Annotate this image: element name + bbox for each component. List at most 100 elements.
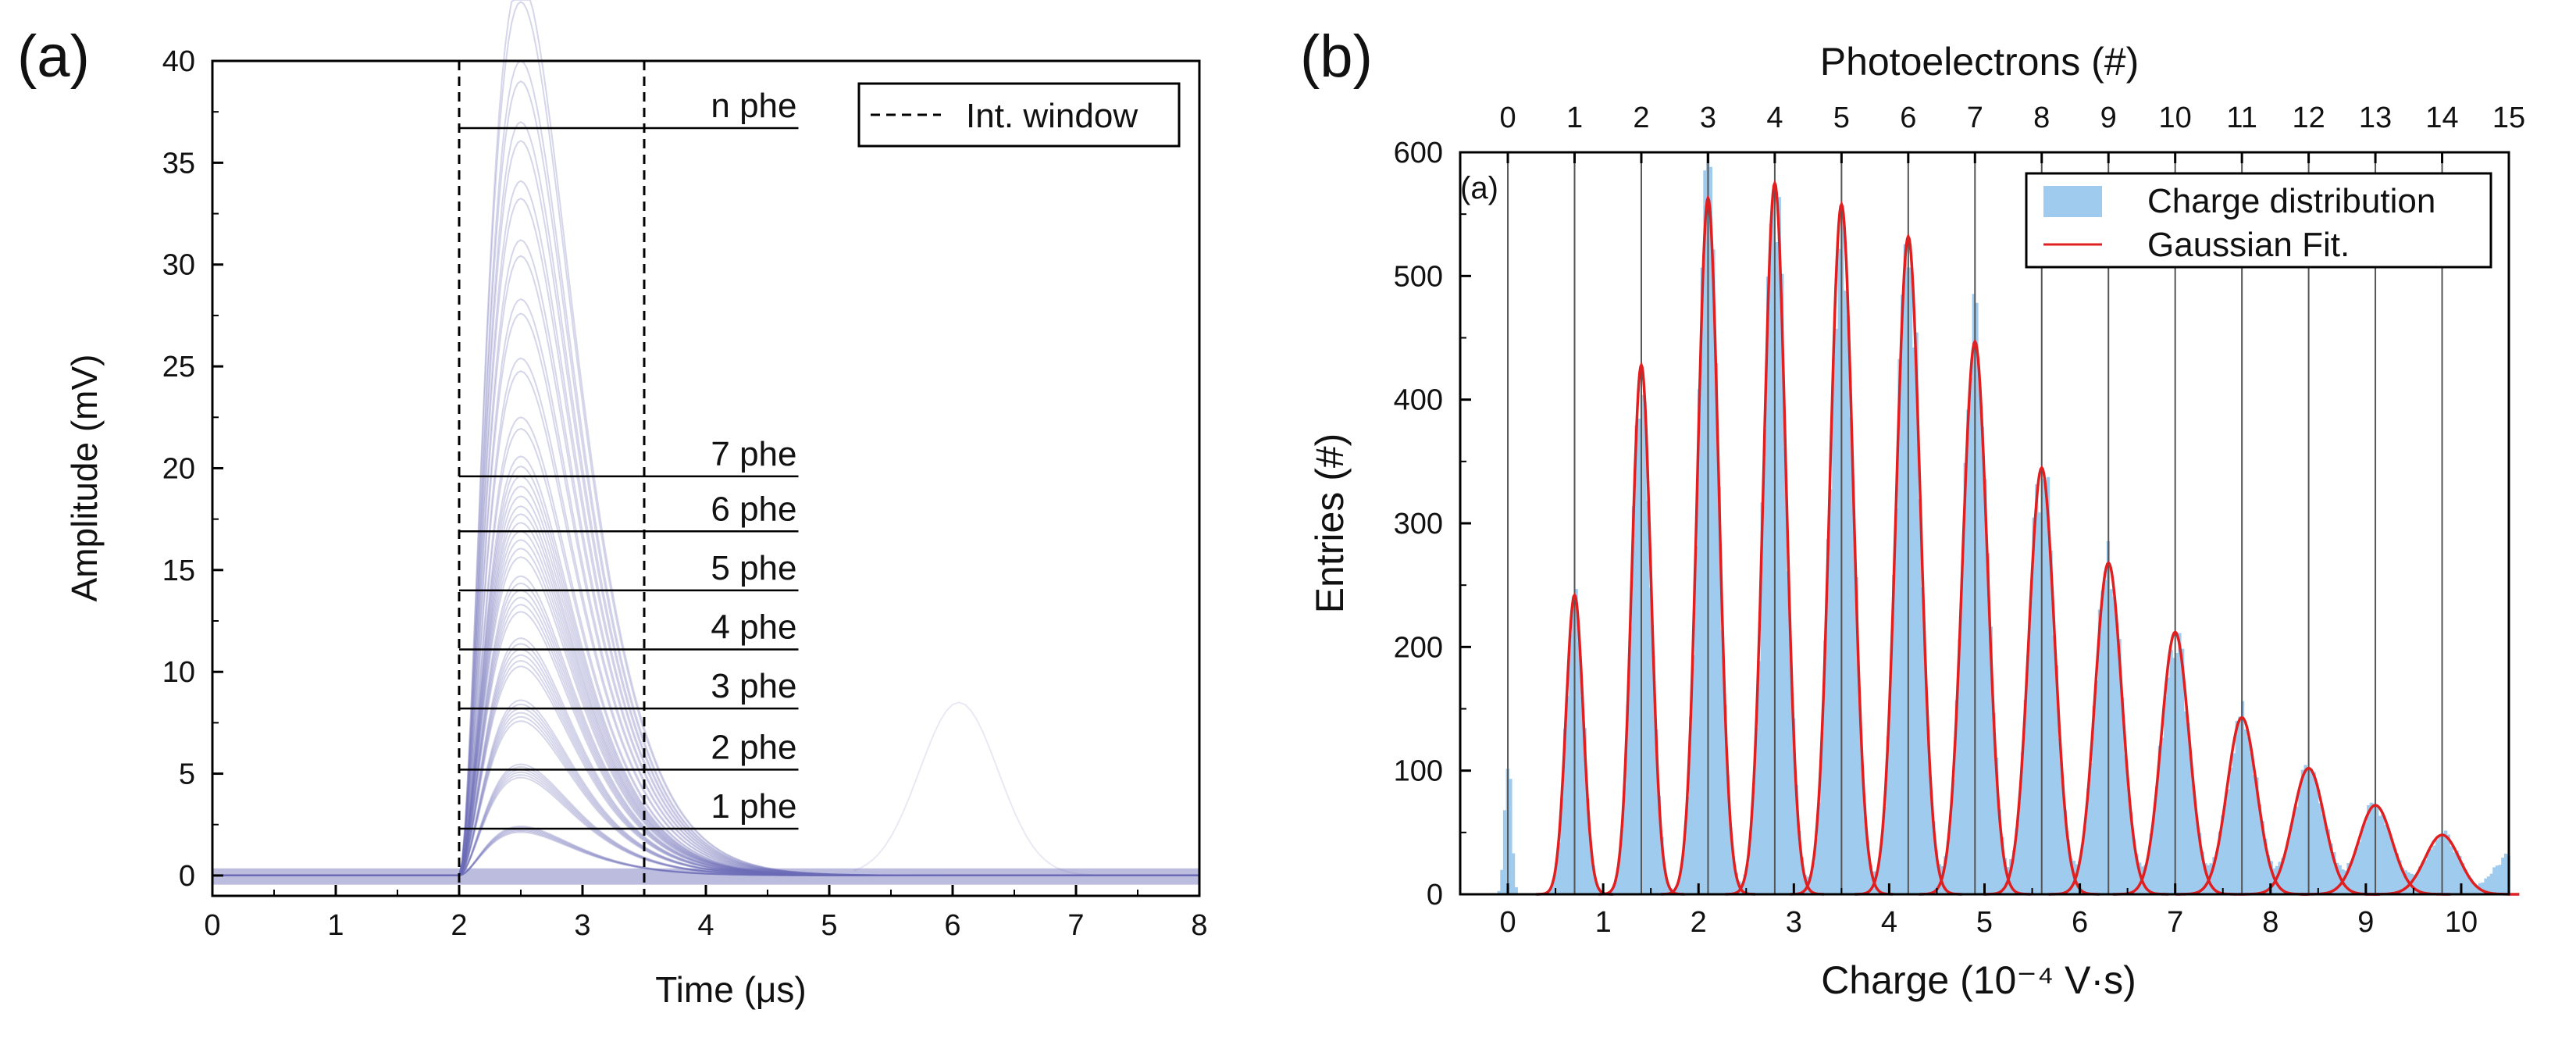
histogram-bar bbox=[1620, 829, 1624, 894]
x-tick-label-b: 4 bbox=[1881, 906, 1897, 939]
gaussian-fit-curve bbox=[1855, 233, 1962, 896]
histogram-bar bbox=[2178, 633, 2182, 894]
histogram-bar bbox=[1774, 242, 1779, 894]
pulse-trace bbox=[212, 312, 1199, 876]
pulse-trace bbox=[212, 513, 1199, 876]
histogram-bar bbox=[1858, 699, 1862, 894]
histogram-bar bbox=[2243, 729, 2247, 894]
pulse-trace bbox=[212, 826, 1199, 876]
panel-b: (b) Photoelectrons (#) 0 1 2 3 4 5 6 7 8 9 1001002… bbox=[1300, 23, 2525, 1002]
histogram-bar bbox=[2398, 860, 2402, 894]
gaussian-fit-curve bbox=[1598, 361, 1684, 896]
histogram-bar bbox=[2350, 861, 2353, 894]
histogram-bar bbox=[1700, 267, 1704, 894]
histogram-bar bbox=[1514, 886, 1518, 894]
histogram-bar bbox=[1763, 430, 1767, 894]
gaussian-fit-curve bbox=[2048, 561, 2169, 896]
pulse-trace bbox=[212, 556, 1199, 876]
histogram-bar bbox=[1880, 835, 1884, 894]
histogram-bar bbox=[2003, 858, 2008, 894]
histogram-bar bbox=[1926, 729, 1930, 894]
histogram-bar bbox=[2212, 857, 2216, 894]
pulse-trace bbox=[212, 80, 1199, 876]
histogram-bar bbox=[2389, 838, 2393, 894]
histogram-bar bbox=[1571, 596, 1576, 894]
histogram-bar bbox=[1657, 796, 1661, 894]
histogram-bar bbox=[2435, 840, 2439, 894]
histogram-bar bbox=[1712, 249, 1716, 894]
histogram-bar bbox=[1929, 791, 1933, 894]
level-label: n phe bbox=[711, 87, 796, 125]
histogram-bar bbox=[2037, 512, 2042, 894]
histogram-bar bbox=[1883, 807, 1887, 894]
histogram-bar bbox=[2054, 665, 2059, 894]
gaussian-fit-curve bbox=[2238, 766, 2380, 896]
pulse-trace bbox=[212, 370, 1199, 876]
histogram-bar bbox=[1751, 787, 1755, 894]
histogram-bar bbox=[1983, 479, 1987, 894]
histogram-bar bbox=[1746, 864, 1750, 894]
pulse-trace bbox=[212, 712, 1199, 876]
histogram-bar bbox=[1648, 587, 1652, 894]
integration-window bbox=[458, 61, 646, 896]
histogram-bar bbox=[1689, 716, 1693, 894]
top-tick-label-b: 14 bbox=[2425, 102, 2458, 134]
histogram-bar bbox=[2115, 622, 2119, 894]
histogram-bar bbox=[1777, 197, 1781, 894]
histogram-bar bbox=[2118, 639, 2122, 894]
y-tick-label-a: 0 bbox=[179, 860, 195, 893]
histogram-bar bbox=[1989, 626, 1993, 894]
histogram-bar bbox=[1583, 728, 1587, 894]
histogram-bar bbox=[2183, 711, 2187, 894]
histogram-bar bbox=[2481, 882, 2485, 894]
histogram-bar bbox=[2164, 696, 2168, 894]
histogram-bar bbox=[1588, 841, 1593, 894]
x-tick-label-a: 6 bbox=[944, 909, 960, 942]
histogram-bar bbox=[1760, 502, 1764, 894]
histogram-bar bbox=[2458, 855, 2462, 894]
pulse-trace bbox=[212, 298, 1199, 876]
histogram-bar bbox=[1643, 401, 1647, 894]
pulse-trace bbox=[212, 522, 1199, 876]
histogram-bar bbox=[2092, 705, 2096, 894]
histogram-bar bbox=[2286, 840, 2290, 894]
top-axis-title-b: Photoelectrons (#) bbox=[1820, 40, 2140, 84]
x-tick-label-b: 8 bbox=[2262, 906, 2278, 939]
histogram-bar bbox=[1954, 700, 1958, 894]
pulse-trace bbox=[212, 648, 1199, 876]
histogram-bar bbox=[2138, 862, 2142, 894]
histogram-bar bbox=[1509, 779, 1512, 894]
histogram-bar bbox=[2152, 815, 2156, 894]
histogram-bar bbox=[2318, 803, 2322, 894]
pulse-trace bbox=[212, 774, 1199, 876]
x-tick-label-a: 7 bbox=[1067, 909, 1084, 942]
histogram-bar bbox=[1923, 662, 1927, 894]
histogram-bar bbox=[2132, 839, 2136, 894]
legend-b: Charge distribution Gaussian Fit. bbox=[2025, 172, 2492, 269]
x-tick-label-a: 5 bbox=[821, 909, 837, 942]
histogram-bar bbox=[1765, 276, 1770, 894]
pulse-trace bbox=[212, 197, 1199, 876]
histogram-bar bbox=[2467, 876, 2471, 894]
gaussian-fit-curve bbox=[1660, 194, 1756, 896]
histogram-bar bbox=[2135, 854, 2139, 894]
histogram-bar bbox=[2264, 838, 2268, 894]
histogram-bar bbox=[2018, 801, 2022, 894]
histogram-bar bbox=[1663, 869, 1667, 894]
pulse-trace bbox=[212, 485, 1199, 876]
histogram-bar bbox=[1869, 865, 1873, 894]
panel-a-label: (a) bbox=[17, 23, 90, 90]
histogram-bar bbox=[1909, 267, 1913, 895]
histogram-bar bbox=[2475, 885, 2479, 894]
histogram-bar bbox=[1791, 718, 1796, 894]
histogram-bar bbox=[1574, 589, 1578, 894]
y-tick-label-a: 35 bbox=[162, 147, 195, 180]
histogram-bar bbox=[2283, 851, 2288, 894]
histogram-bar bbox=[2029, 601, 2033, 894]
histogram-bar bbox=[2450, 846, 2453, 894]
histogram-bar bbox=[2166, 677, 2170, 894]
y-tick-label-a: 30 bbox=[162, 249, 195, 282]
x-axis-title-b: Charge (10⁻⁴ V·s) bbox=[1821, 958, 2136, 1002]
pulse-trace bbox=[212, 140, 1199, 876]
histogram-bar bbox=[1903, 244, 1907, 894]
